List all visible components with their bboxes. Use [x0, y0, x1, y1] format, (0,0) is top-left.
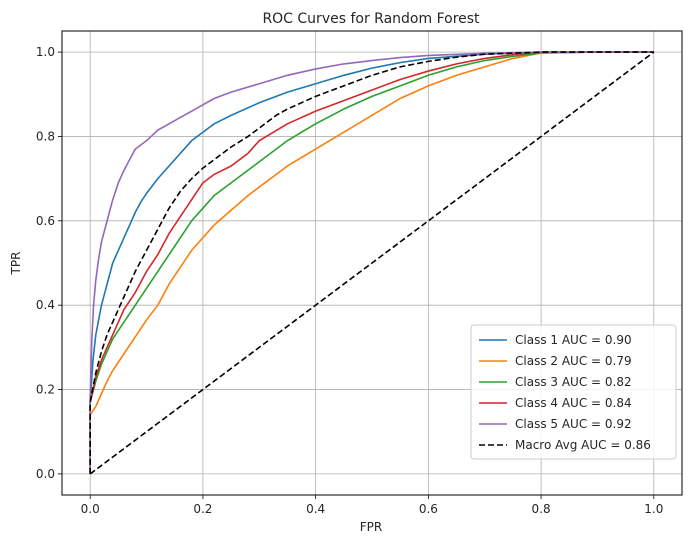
chance-diagonal-line [89, 51, 655, 475]
axis-ticks: 0.0 0.2 0.4 0.6 0.8 1.0 0.0 0.2 0.4 0.6 0.8 1.0 [36, 45, 663, 516]
x-tick-label: 0.2 [193, 502, 212, 516]
y-axis-label: TPR [9, 252, 23, 276]
legend-entry: Macro Avg AUC = 0.86 [515, 438, 651, 452]
x-axis-label: FPR [360, 520, 382, 534]
chart-title: ROC Curves for Random Forest [262, 11, 480, 27]
plot-frame [61, 30, 683, 496]
y-tick-label: 0.2 [36, 383, 55, 397]
legend-entry: Class 5 AUC = 0.92 [515, 417, 632, 431]
y-tick-label: 0.4 [36, 298, 55, 312]
legend-box [470, 324, 677, 460]
x-tick-label: 0.0 [81, 502, 100, 516]
series-line-5 [89, 51, 654, 474]
legend: Class 1 AUC = 0.90 Class 2 AUC = 0.79 Clas… [470, 324, 677, 460]
grid [62, 31, 682, 495]
series-line-2 [89, 51, 654, 474]
series-line-3 [89, 51, 654, 474]
y-tick-label: 0.6 [36, 214, 55, 228]
legend-entry: Class 2 AUC = 0.79 [515, 354, 632, 368]
x-tick-label: 0.8 [532, 502, 551, 516]
series-line-4 [89, 51, 654, 474]
y-tick-label: 1.0 [36, 45, 55, 59]
legend-entry: Class 3 AUC = 0.82 [515, 375, 632, 389]
x-tick-label: 1.0 [644, 502, 663, 516]
series-line-1 [89, 51, 654, 474]
series-line-6 [89, 51, 654, 474]
y-tick-label: 0.8 [36, 129, 55, 143]
y-tick-label: 0.0 [36, 467, 55, 481]
x-tick-label: 0.4 [306, 502, 325, 516]
legend-entry: Class 4 AUC = 0.84 [515, 396, 632, 410]
x-tick-label: 0.6 [419, 502, 438, 516]
series-lines [89, 51, 655, 475]
legend-entry: Class 1 AUC = 0.90 [515, 333, 632, 347]
